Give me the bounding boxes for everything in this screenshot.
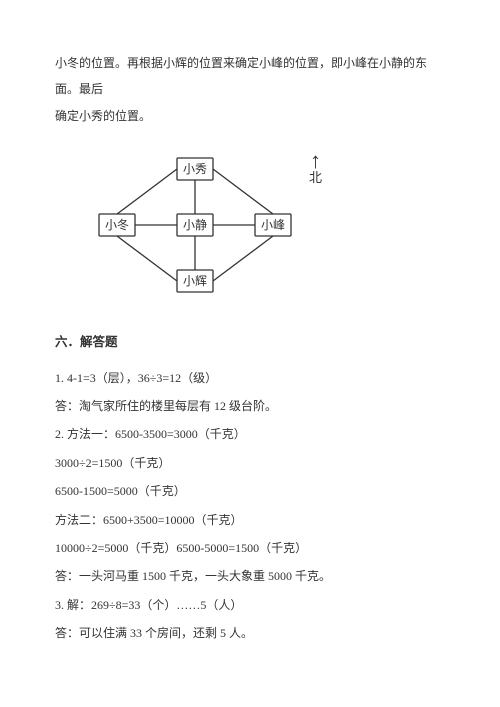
intro-line-1: 小冬的位置。再根据小辉的位置来确定小峰的位置，即小峰在小静的东面。最后 [55, 56, 427, 96]
position-diagram: 小秀小冬 小静 小峰小辉 [95, 147, 295, 305]
section-6-line: 1. 4-1=3（层），36÷3=12（级） [55, 365, 445, 391]
diagram-edge [213, 236, 273, 281]
diagram-edge [117, 169, 177, 214]
section-6-line: 6500-1500=5000（千克） [55, 478, 445, 504]
north-arrow-icon: ↑ [310, 151, 321, 171]
intro-paragraph: 小冬的位置。再根据小辉的位置来确定小峰的位置，即小峰在小静的东面。最后 确定小秀… [55, 50, 445, 129]
intro-line-2: 确定小秀的位置。 [55, 109, 151, 123]
section-6-line: 3000÷2=1500（千克） [55, 450, 445, 476]
section-6-line: 10000÷2=5000（千克）6500-5000=1500（千克） [55, 535, 445, 561]
section-6-heading: 六．解答题 [55, 329, 445, 357]
section-6-line: 答：一头河马重 1500 千克，一头大象重 5000 千克。 [55, 563, 445, 589]
diagram-node-label-bottom: 小辉 [183, 274, 207, 288]
section-6-line: 方法二：6500+3500=10000（千克） [55, 507, 445, 533]
position-diagram-wrap: 小秀小冬 小静 小峰小辉 ↑ 北 [95, 147, 445, 305]
diagram-edge [117, 236, 177, 281]
section-6-line: 2. 方法一：6500-3500=3000（千克） [55, 421, 445, 447]
north-indicator: ↑ 北 [309, 151, 322, 184]
diagram-node-label-top: 小秀 [183, 162, 207, 176]
diagram-edge [213, 169, 273, 214]
section-6-line: 3. 解：269÷8=33（个）……5（人） [55, 592, 445, 618]
north-label: 北 [309, 171, 322, 184]
section-6-body: 1. 4-1=3（层），36÷3=12（级）答：淘气家所住的楼里每层有 12 级… [55, 365, 445, 647]
diagram-node-label-right: 小峰 [261, 218, 285, 232]
diagram-node-label-left: 小冬 [105, 217, 129, 232]
diagram-node-label-center: 小静 [183, 218, 207, 232]
section-6-line: 答：淘气家所住的楼里每层有 12 级台阶。 [55, 393, 445, 419]
section-6-line: 答：可以住满 33 个房间，还剩 5 人。 [55, 620, 445, 646]
